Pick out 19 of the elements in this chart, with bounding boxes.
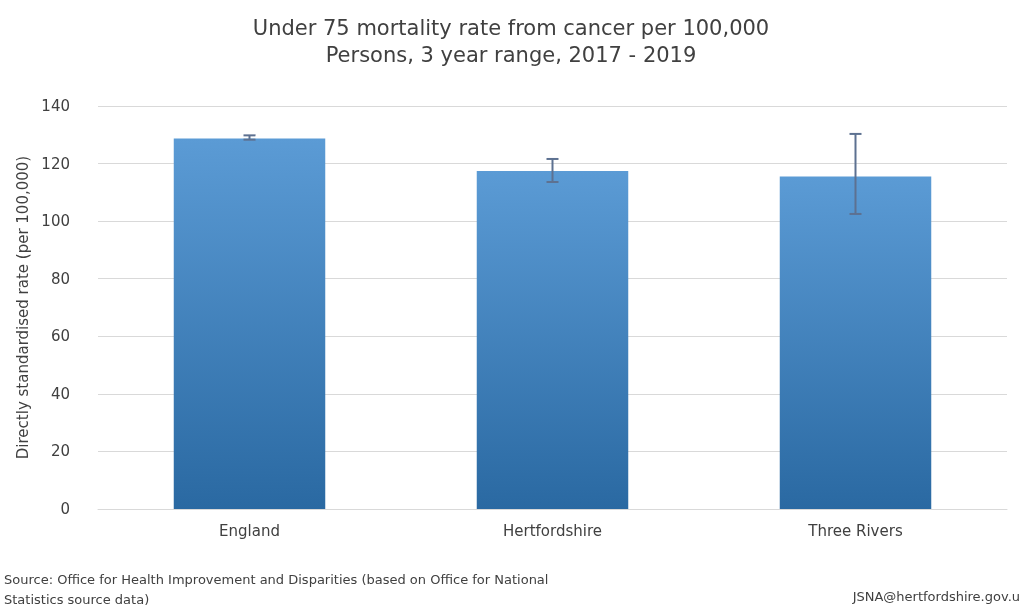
bar [476, 171, 629, 509]
y-tick-label: 80 [50, 269, 70, 288]
x-tick-label: England [219, 521, 280, 540]
y-tick-label: 20 [50, 442, 70, 461]
y-tick-label: 120 [41, 154, 70, 173]
y-tick-label: 140 [41, 97, 70, 115]
y-tick-label: 0 [60, 500, 70, 518]
y-tick-label: 60 [50, 327, 70, 346]
chart-subtitle: Persons, 3 year range, 2017 - 2019 [325, 42, 697, 67]
y-tick-label: 100 [41, 212, 70, 231]
chart-title: Under 75 mortality rate from cancer per 100,000 [252, 15, 770, 40]
source-note: Source: Office for Health Improvement and Disparities (based on Office for National Statistics source data) [4, 571, 553, 607]
bar [173, 138, 326, 509]
y-tick-label: 40 [50, 384, 70, 403]
y-axis-title: Directly standardised rate (per 100,000) [13, 155, 32, 460]
bar [779, 176, 932, 509]
x-tick-label: Three Rivers [807, 521, 903, 540]
text: JSNA@hertfordshire.gov.u [851, 589, 1020, 604]
x-tick-label: Hertfordshire [503, 521, 602, 540]
